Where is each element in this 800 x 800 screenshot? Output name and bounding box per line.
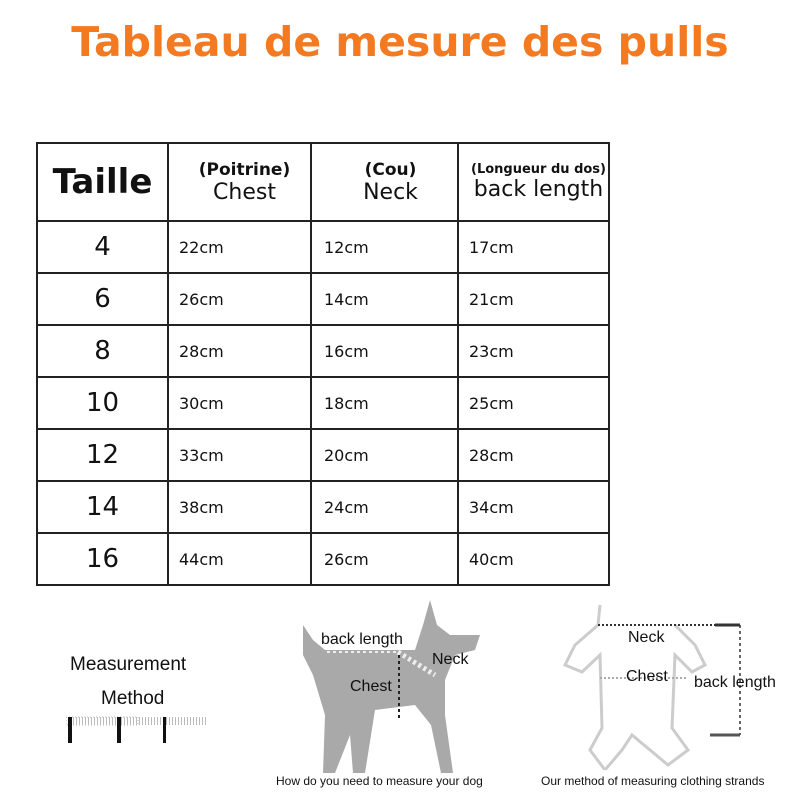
ruler-ticks-icon bbox=[69, 717, 206, 743]
back-length-cell: 21cm bbox=[457, 272, 610, 326]
header-neck: (Cou) Neck bbox=[310, 142, 459, 222]
back-length-cell: 28cm bbox=[457, 428, 610, 482]
size-chart-table: Taille (Poitrine) Chest (Cou) Neck (Longue… bbox=[36, 142, 610, 586]
header-neck-fr: (Cou) bbox=[364, 159, 417, 180]
table-row: 4 22cm 12cm 17cm bbox=[36, 220, 610, 274]
dog-caption: How do you need to measure your dog bbox=[276, 774, 483, 788]
back-length-cell: 40cm bbox=[457, 532, 610, 586]
chest-cell: 28cm bbox=[167, 324, 312, 378]
header-neck-en: Neck bbox=[363, 179, 418, 205]
table-header-row: Taille (Poitrine) Chest (Cou) Neck (Longue… bbox=[36, 142, 610, 222]
chest-cell: 44cm bbox=[167, 532, 312, 586]
back-length-cell: 17cm bbox=[457, 220, 610, 274]
page-title: Tableau de mesure des pulls bbox=[71, 18, 729, 66]
neck-cell: 26cm bbox=[310, 532, 459, 586]
method-label: Method bbox=[101, 688, 165, 709]
neck-cell: 20cm bbox=[310, 428, 459, 482]
dog-back-length-label: back length bbox=[321, 631, 403, 648]
dog-silhouette-icon bbox=[303, 600, 480, 773]
size-cell: 8 bbox=[36, 324, 169, 378]
table-row: 12 33cm 20cm 28cm bbox=[36, 428, 610, 482]
chest-cell: 38cm bbox=[167, 480, 312, 534]
back-length-cell: 25cm bbox=[457, 376, 610, 430]
table-row: 16 44cm 26cm 40cm bbox=[36, 532, 610, 586]
dog-chest-label: Chest bbox=[350, 678, 392, 695]
size-cell: 12 bbox=[36, 428, 169, 482]
back-length-cell: 23cm bbox=[457, 324, 610, 378]
header-back-fr: (Longueur du dos) bbox=[471, 162, 606, 177]
header-back-en: back length bbox=[473, 177, 604, 202]
clothing-neck-label: Neck bbox=[628, 629, 665, 646]
neck-cell: 18cm bbox=[310, 376, 459, 430]
header-chest-fr: (Poitrine) bbox=[198, 159, 291, 180]
neck-cell: 16cm bbox=[310, 324, 459, 378]
chest-cell: 26cm bbox=[167, 272, 312, 326]
size-cell: 6 bbox=[36, 272, 169, 326]
table-row: 8 28cm 16cm 23cm bbox=[36, 324, 610, 378]
table-row: 6 26cm 14cm 21cm bbox=[36, 272, 610, 326]
header-chest: (Poitrine) Chest bbox=[167, 142, 312, 222]
neck-cell: 12cm bbox=[310, 220, 459, 274]
size-cell: 10 bbox=[36, 376, 169, 430]
chest-cell: 30cm bbox=[167, 376, 312, 430]
dog-neck-label: Neck bbox=[432, 651, 469, 668]
clothing-back-length-label: back length bbox=[694, 674, 776, 691]
back-length-cell: 34cm bbox=[457, 480, 610, 534]
size-cell: 16 bbox=[36, 532, 169, 586]
clothing-outline-icon bbox=[562, 604, 741, 770]
table-row: 14 38cm 24cm 34cm bbox=[36, 480, 610, 534]
neck-cell: 24cm bbox=[310, 480, 459, 534]
header-back-length: (Longueur du dos) back length bbox=[457, 142, 610, 222]
clothing-caption: Our method of measuring clothing strands bbox=[541, 774, 765, 788]
chest-cell: 22cm bbox=[167, 220, 312, 274]
chest-cell: 33cm bbox=[167, 428, 312, 482]
header-size: Taille bbox=[36, 142, 169, 222]
size-cell: 4 bbox=[36, 220, 169, 274]
header-chest-en: Chest bbox=[213, 179, 276, 205]
measurement-label: Measurement bbox=[70, 654, 187, 675]
table-row: 10 30cm 18cm 25cm bbox=[36, 376, 610, 430]
neck-cell: 14cm bbox=[310, 272, 459, 326]
clothing-chest-label: Chest bbox=[626, 668, 668, 685]
size-cell: 14 bbox=[36, 480, 169, 534]
